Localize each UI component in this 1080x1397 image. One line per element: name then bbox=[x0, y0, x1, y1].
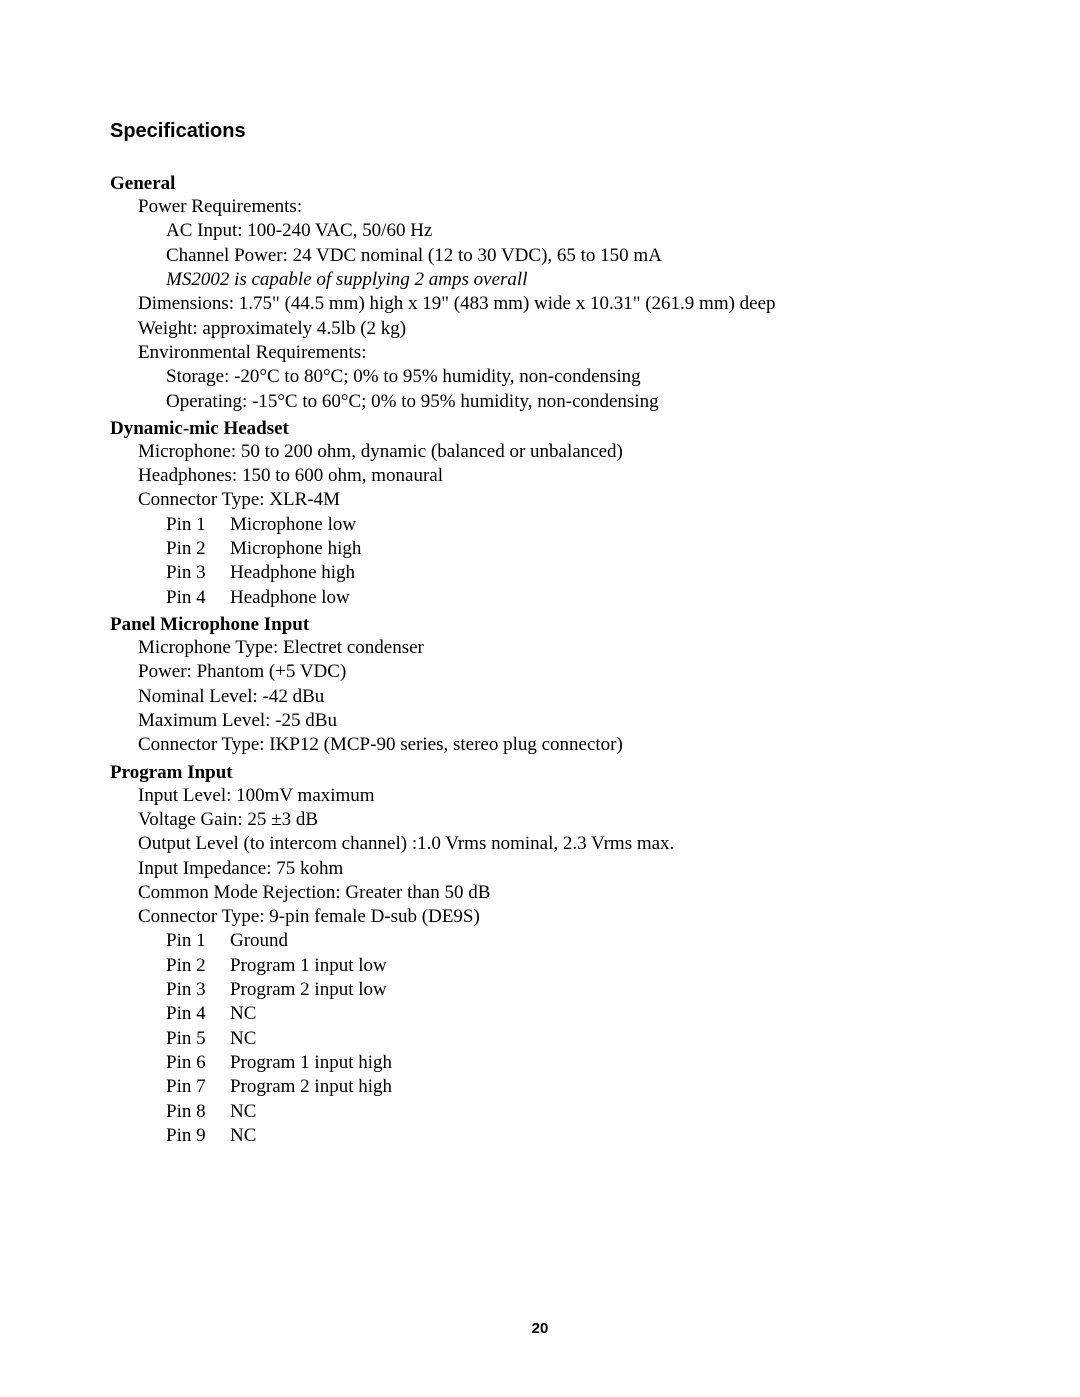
power-requirements-label: Power Requirements: bbox=[138, 195, 970, 219]
supply-note: MS2002 is capable of supplying 2 amps ov… bbox=[166, 268, 970, 292]
pin-label: Pin 9 bbox=[166, 1124, 230, 1148]
dimensions: Dimensions: 1.75" (44.5 mm) high x 19" (… bbox=[138, 292, 970, 316]
program-pin-row: Pin 4NC bbox=[166, 1002, 970, 1026]
pin-label: Pin 1 bbox=[166, 513, 230, 537]
panel-mic-maximum: Maximum Level: -25 dBu bbox=[138, 709, 970, 733]
weight: Weight: approximately 4.5lb (2 kg) bbox=[138, 317, 970, 341]
pin-description: Microphone low bbox=[230, 514, 356, 535]
dynamic-pin-row: Pin 3Headphone high bbox=[166, 561, 970, 585]
pin-description: Ground bbox=[230, 930, 288, 951]
pin-description: NC bbox=[230, 1028, 256, 1049]
pin-description: Headphone low bbox=[230, 587, 350, 608]
pin-description: NC bbox=[230, 1101, 256, 1122]
dynamic-pin-row: Pin 2Microphone high bbox=[166, 537, 970, 561]
pin-description: Program 2 input high bbox=[230, 1076, 392, 1097]
program-input-level: Input Level: 100mV maximum bbox=[138, 784, 970, 808]
pin-description: Program 2 input low bbox=[230, 979, 387, 1000]
pin-description: NC bbox=[230, 1125, 256, 1146]
dynamic-headphones: Headphones: 150 to 600 ohm, monaural bbox=[138, 464, 970, 488]
program-output-level: Output Level (to intercom channel) :1.0 … bbox=[138, 832, 970, 856]
environmental-label: Environmental Requirements: bbox=[138, 341, 970, 365]
program-pin-row: Pin 1Ground bbox=[166, 929, 970, 953]
pin-label: Pin 2 bbox=[166, 954, 230, 978]
program-impedance: Input Impedance: 75 kohm bbox=[138, 857, 970, 881]
program-pin-row: Pin 8NC bbox=[166, 1100, 970, 1124]
panel-mic-connector: Connector Type: IKP12 (MCP-90 series, st… bbox=[138, 733, 970, 757]
section-dynamic-heading: Dynamic-mic Headset bbox=[110, 418, 970, 440]
dynamic-pin-row: Pin 1Microphone low bbox=[166, 513, 970, 537]
pin-label: Pin 4 bbox=[166, 1002, 230, 1026]
panel-mic-type: Microphone Type: Electret condenser bbox=[138, 636, 970, 660]
pin-label: Pin 8 bbox=[166, 1100, 230, 1124]
pin-label: Pin 6 bbox=[166, 1051, 230, 1075]
channel-power: Channel Power: 24 VDC nominal (12 to 30 … bbox=[166, 244, 970, 268]
main-heading: Specifications bbox=[110, 120, 970, 143]
page-number: 20 bbox=[0, 1320, 1080, 1337]
pin-label: Pin 7 bbox=[166, 1075, 230, 1099]
pin-description: Program 1 input high bbox=[230, 1052, 392, 1073]
dynamic-pin-row: Pin 4Headphone low bbox=[166, 586, 970, 610]
program-pin-row: Pin 2Program 1 input low bbox=[166, 954, 970, 978]
dynamic-microphone: Microphone: 50 to 200 ohm, dynamic (bala… bbox=[138, 440, 970, 464]
pin-label: Pin 1 bbox=[166, 929, 230, 953]
pin-label: Pin 3 bbox=[166, 561, 230, 585]
program-pin-row: Pin 5NC bbox=[166, 1027, 970, 1051]
pin-label: Pin 5 bbox=[166, 1027, 230, 1051]
program-voltage-gain: Voltage Gain: 25 ±3 dB bbox=[138, 808, 970, 832]
pin-description: Headphone high bbox=[230, 562, 355, 583]
panel-mic-nominal: Nominal Level: -42 dBu bbox=[138, 685, 970, 709]
section-panel-mic-heading: Panel Microphone Input bbox=[110, 614, 970, 636]
panel-mic-power: Power: Phantom (+5 VDC) bbox=[138, 660, 970, 684]
dynamic-pin-list: Pin 1Microphone lowPin 2Microphone highP… bbox=[110, 513, 970, 610]
program-cmr: Common Mode Rejection: Greater than 50 d… bbox=[138, 881, 970, 905]
pin-description: Program 1 input low bbox=[230, 955, 387, 976]
pin-description: NC bbox=[230, 1003, 256, 1024]
pin-label: Pin 2 bbox=[166, 537, 230, 561]
ac-input: AC Input: 100-240 VAC, 50/60 Hz bbox=[166, 219, 970, 243]
page-content: Specifications General Power Requirement… bbox=[0, 0, 1080, 1188]
program-pin-row: Pin 6Program 1 input high bbox=[166, 1051, 970, 1075]
section-program-heading: Program Input bbox=[110, 762, 970, 784]
pin-label: Pin 4 bbox=[166, 586, 230, 610]
program-pin-row: Pin 9NC bbox=[166, 1124, 970, 1148]
dynamic-connector: Connector Type: XLR-4M bbox=[138, 488, 970, 512]
pin-label: Pin 3 bbox=[166, 978, 230, 1002]
pin-description: Microphone high bbox=[230, 538, 361, 559]
program-pin-row: Pin 3Program 2 input low bbox=[166, 978, 970, 1002]
section-general-heading: General bbox=[110, 173, 970, 195]
program-connector: Connector Type: 9-pin female D-sub (DE9S… bbox=[138, 905, 970, 929]
storage-req: Storage: -20°C to 80°C; 0% to 95% humidi… bbox=[166, 365, 970, 389]
program-pin-list: Pin 1GroundPin 2Program 1 input lowPin 3… bbox=[110, 929, 970, 1148]
operating-req: Operating: -15°C to 60°C; 0% to 95% humi… bbox=[166, 390, 970, 414]
program-pin-row: Pin 7Program 2 input high bbox=[166, 1075, 970, 1099]
